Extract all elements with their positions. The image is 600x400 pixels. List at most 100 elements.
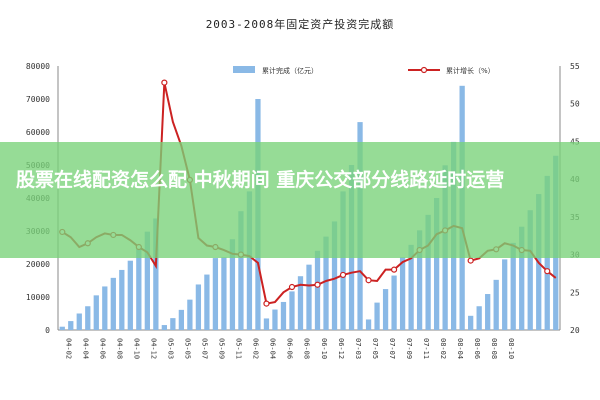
bar (76, 313, 82, 330)
bar (306, 264, 312, 330)
bar (204, 274, 210, 330)
x-tick-label: 04-06 (99, 338, 107, 359)
bar (493, 279, 499, 330)
bar (102, 286, 108, 330)
bar (408, 244, 414, 330)
x-tick-label: 05-07 (201, 338, 209, 359)
x-tick-label: 07-07 (388, 338, 396, 359)
x-tick-label: 08-04 (456, 338, 464, 359)
bar (93, 295, 99, 330)
x-tick-label: 04-04 (82, 338, 90, 359)
bar (119, 269, 125, 330)
x-tick-labels: 04-02 04-04 04-06 04-08 04-10 04-12 05-03 05-05… (65, 338, 515, 359)
y-right-tick-label: 50 (570, 100, 580, 109)
bar (468, 315, 474, 330)
x-tick-label: 08-10 (507, 338, 515, 359)
chart-title: 2003-2008年固定资产投资完成额 (206, 17, 395, 31)
bar (340, 191, 346, 330)
bar (433, 198, 440, 330)
legend-line-marker (420, 66, 428, 74)
y-left-tick-label: 20000 (26, 260, 50, 269)
bar (374, 302, 380, 330)
bar (510, 242, 516, 330)
bar (519, 226, 525, 330)
x-tick-label: 04-08 (116, 338, 124, 359)
bar (136, 247, 142, 330)
bar (485, 294, 491, 330)
x-tick-label: 07-11 (422, 338, 430, 359)
bar (263, 318, 270, 330)
x-tick-label: 06-04 (269, 338, 277, 359)
y-right-tick-label: 25 (570, 288, 580, 297)
line-point (314, 281, 321, 288)
bar (110, 277, 116, 330)
x-tick-label: 05-05 (184, 338, 192, 359)
x-tick-label: 08-06 (473, 338, 481, 359)
y-right-tick-label: 45 (570, 137, 580, 146)
x-tick-label: 04-10 (133, 338, 141, 359)
bar (416, 230, 423, 330)
x-tick-label: 08-02 (439, 338, 447, 359)
y-left-tick-label: 0 (45, 326, 50, 335)
y-left-tick-label: 60000 (26, 128, 50, 137)
bar (85, 306, 91, 330)
line-point (544, 268, 551, 275)
bar (238, 211, 244, 330)
x-tick-label: 04-02 (65, 338, 73, 359)
bar (221, 257, 227, 330)
line-point (467, 257, 474, 264)
line-point (390, 266, 398, 273)
y-left-tick-label: 10000 (26, 293, 50, 302)
y-left-tick-label: 80000 (26, 62, 50, 71)
x-tick-label: 04-12 (150, 338, 158, 359)
x-tick-label: 06-02 (252, 338, 260, 359)
line-point (288, 283, 296, 291)
bar (178, 309, 185, 330)
x-tick-label: 05-09 (218, 338, 226, 359)
overlay-text: 股票在线配资怎么配 中秋期间 重庆公交部分线路延时运营 (16, 169, 505, 191)
bar (161, 325, 167, 330)
bar (153, 218, 159, 330)
bar (229, 239, 236, 330)
bar (280, 301, 287, 330)
bar (246, 191, 253, 330)
bar (195, 284, 202, 330)
bar (127, 260, 133, 330)
legend-bar-swatch (233, 66, 255, 73)
bar (365, 319, 372, 330)
bar (187, 299, 193, 330)
bar (399, 257, 406, 330)
y-right-tick-label: 55 (570, 62, 580, 71)
line-point (339, 271, 347, 279)
bar (502, 259, 508, 330)
bar (212, 258, 219, 330)
bar (331, 221, 338, 330)
bar (289, 291, 295, 330)
line-point (365, 277, 372, 284)
bar (144, 231, 150, 330)
x-tick-label: 06-10 (320, 338, 328, 359)
bar (170, 318, 176, 330)
bar (323, 236, 329, 330)
bar (425, 214, 431, 330)
x-tick-label: 06-12 (337, 338, 345, 359)
x-tick-label: 05-11 (235, 338, 243, 359)
line-point (263, 300, 270, 307)
overlay-banner (0, 142, 600, 258)
x-tick-label: 06-06 (286, 338, 294, 359)
x-tick-label: 05-03 (167, 338, 175, 359)
line-point (161, 79, 168, 86)
x-tick-label: 07-05 (371, 338, 379, 359)
bar (382, 289, 389, 330)
bar (391, 275, 397, 330)
bar (314, 250, 321, 330)
bar (476, 306, 482, 330)
legend-bar-label: 累计完成（亿元） (262, 66, 318, 75)
legend-line-label: 累计增长（%） (446, 66, 495, 75)
bar (68, 321, 74, 330)
bar (527, 210, 533, 330)
bar (272, 309, 278, 330)
y-left-tick-label: 70000 (26, 95, 50, 104)
x-tick-label: 08-08 (490, 338, 498, 359)
x-tick-label: 07-03 (354, 338, 362, 359)
